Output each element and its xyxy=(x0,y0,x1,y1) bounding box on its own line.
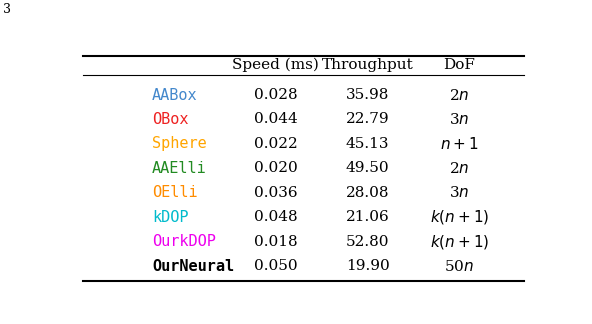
Text: 45.13: 45.13 xyxy=(346,137,390,151)
Text: 49.50: 49.50 xyxy=(346,161,390,175)
Text: 3$n$: 3$n$ xyxy=(449,112,469,127)
Text: 35.98: 35.98 xyxy=(346,88,390,102)
Text: OBox: OBox xyxy=(152,112,188,127)
Text: $k(n+1)$: $k(n+1)$ xyxy=(430,233,489,251)
Text: $k(n+1)$: $k(n+1)$ xyxy=(430,208,489,226)
Text: $n+1$: $n+1$ xyxy=(440,136,479,152)
Text: OurNeural: OurNeural xyxy=(152,259,234,274)
Text: 3: 3 xyxy=(3,3,11,16)
Text: AABox: AABox xyxy=(152,87,198,102)
Text: 28.08: 28.08 xyxy=(346,186,390,200)
Text: 0.050: 0.050 xyxy=(254,259,298,273)
Text: 3$n$: 3$n$ xyxy=(449,185,469,200)
Text: 52.80: 52.80 xyxy=(346,235,390,249)
Text: OElli: OElli xyxy=(152,185,198,200)
Text: 21.06: 21.06 xyxy=(346,210,390,224)
Text: 19.90: 19.90 xyxy=(346,259,390,273)
Text: Speed (ms): Speed (ms) xyxy=(233,58,319,72)
Text: DoF: DoF xyxy=(443,58,475,72)
Text: 0.022: 0.022 xyxy=(254,137,298,151)
Text: Throughput: Throughput xyxy=(322,58,413,72)
Text: Sphere: Sphere xyxy=(152,136,207,151)
Text: 2$n$: 2$n$ xyxy=(449,161,469,176)
Text: 0.018: 0.018 xyxy=(254,235,298,249)
Text: 2$n$: 2$n$ xyxy=(449,87,469,102)
Text: OurkDOP: OurkDOP xyxy=(152,234,216,249)
Text: 0.036: 0.036 xyxy=(254,186,298,200)
Text: 0.020: 0.020 xyxy=(254,161,298,175)
Text: 22.79: 22.79 xyxy=(346,112,390,126)
Text: 0.048: 0.048 xyxy=(254,210,298,224)
Text: 50$n$: 50$n$ xyxy=(445,259,474,274)
Text: AAElli: AAElli xyxy=(152,161,207,176)
Text: 0.044: 0.044 xyxy=(254,112,298,126)
Text: kDOP: kDOP xyxy=(152,210,188,225)
Text: 0.028: 0.028 xyxy=(254,88,298,102)
